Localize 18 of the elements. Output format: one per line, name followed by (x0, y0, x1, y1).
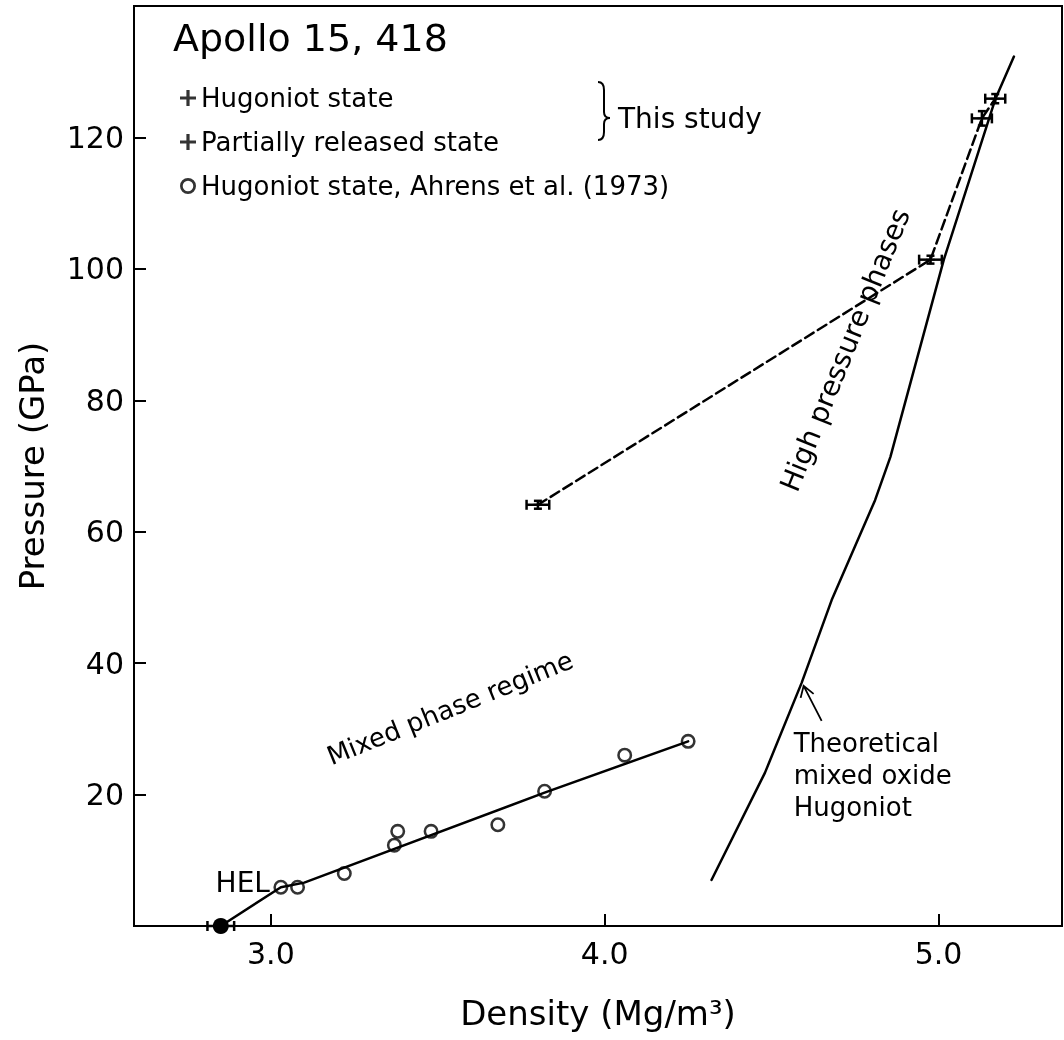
x-tick-label: 5.0 (914, 935, 963, 971)
x-tick-label: 3.0 (247, 935, 295, 971)
y-tick-label: 60 (85, 514, 124, 550)
x-tick-label: 4.0 (580, 935, 629, 971)
legend-label: Hugoniot state (201, 83, 394, 113)
y-tick-label: 20 (85, 777, 124, 813)
y-tick-label: 100 (66, 251, 124, 287)
annotation: This study (617, 101, 762, 135)
chart-title: Apollo 15, 418 (173, 16, 448, 60)
y-axis-title: Pressure (GPa) (12, 341, 52, 591)
legend-label: Partially released state (201, 127, 500, 157)
y-tick-label: 80 (85, 382, 124, 418)
x-axis-title: Density (Mg/m³) (460, 993, 736, 1033)
annotation: HEL (215, 865, 271, 899)
y-tick-label: 120 (66, 119, 124, 155)
y-tick-label: 40 (85, 645, 124, 681)
annotation: Theoretical mixed oxide Hugoniot (792, 727, 961, 822)
legend-label: Hugoniot state, Ahrens et al. (1973) (201, 171, 670, 201)
